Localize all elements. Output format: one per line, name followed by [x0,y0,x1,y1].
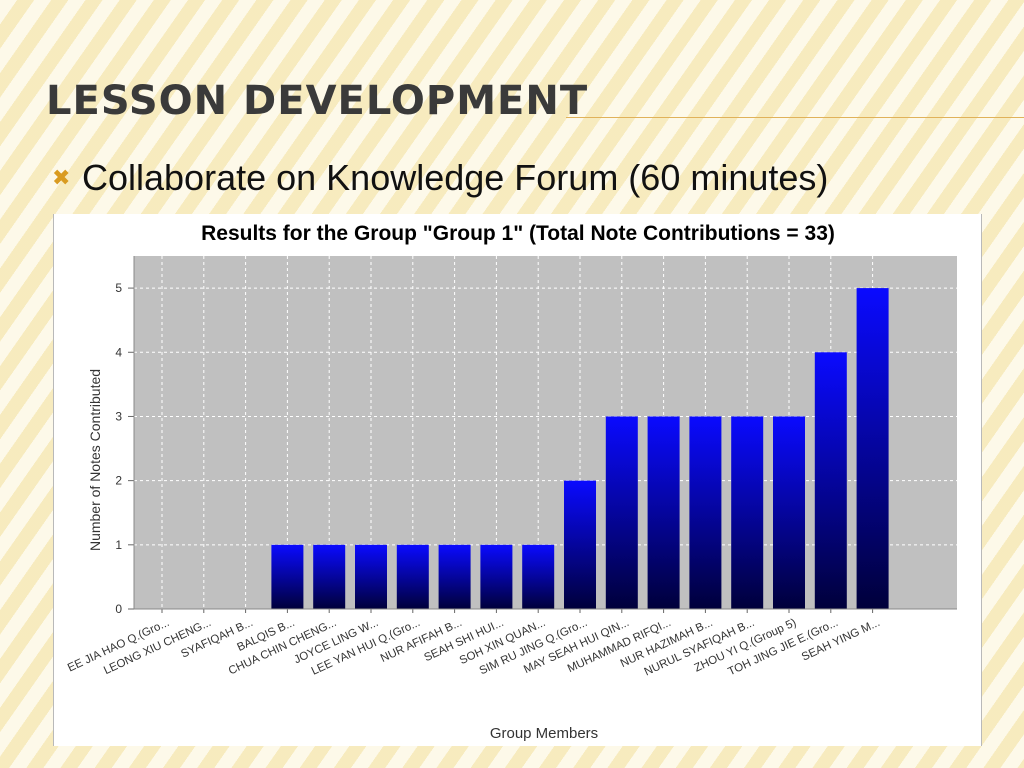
bar [856,288,889,609]
bar [355,544,387,609]
bar [313,544,346,609]
bar [605,416,638,609]
bar [271,544,304,609]
bar [564,480,596,609]
y-tick-label: 5 [115,281,122,295]
title-divider [566,117,1024,118]
bar [814,352,847,609]
bar [480,544,513,609]
y-tick-label: 0 [115,602,122,616]
y-tick-label: 2 [115,474,122,488]
chart-panel: Results for the Group "Group 1" (Total N… [53,214,982,746]
bar-chart: Results for the Group "Group 1" (Total N… [66,222,957,742]
x-axis-label: Group Members [490,725,598,742]
chart-title: Results for the Group "Group 1" (Total N… [201,222,835,245]
slide-title: LESSON DEVELOPMENT [46,78,589,124]
bar [689,416,722,609]
bullet-item: ✖ Collaborate on Knowledge Forum (60 min… [52,156,828,200]
bar [522,544,555,609]
bar [773,416,805,609]
y-tick-label: 4 [115,345,122,359]
bar [396,544,429,609]
bar [438,544,471,609]
bar [731,416,764,609]
bullet-text: Collaborate on Knowledge Forum (60 minut… [82,157,829,198]
bar [647,416,680,609]
y-axis-label: Number of Notes Contributed [87,369,103,551]
cross-bullet-icon: ✖ [52,165,71,190]
y-tick-label: 1 [115,538,122,552]
y-tick-label: 3 [115,409,122,423]
